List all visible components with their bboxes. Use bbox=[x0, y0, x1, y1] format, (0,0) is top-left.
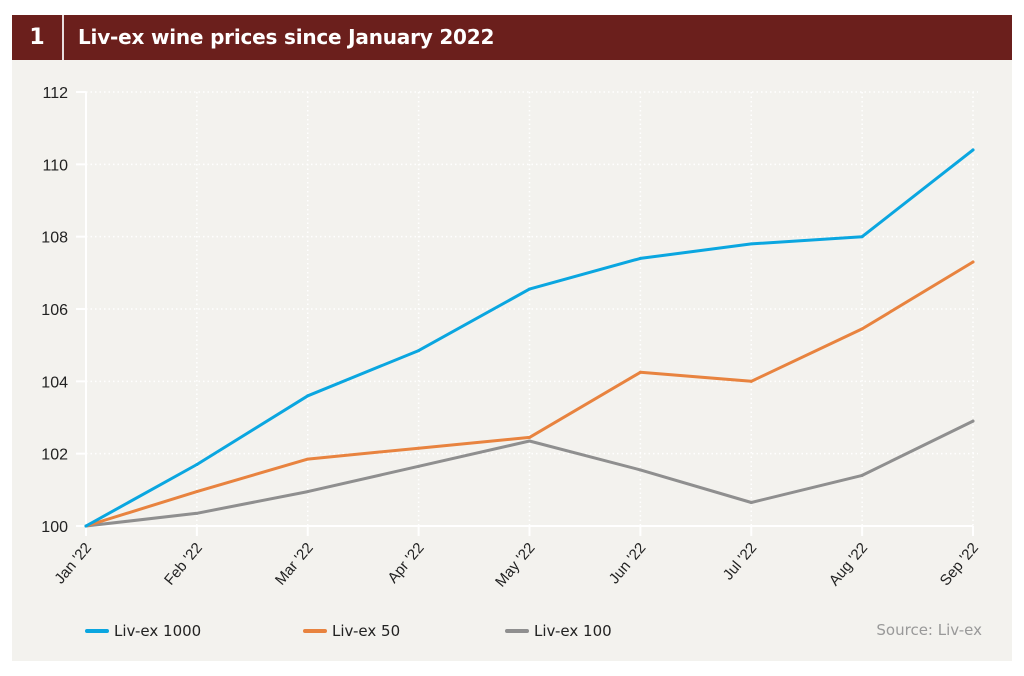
data-point-liv-ex-1000 bbox=[638, 256, 642, 260]
y-tick-label: 112 bbox=[42, 85, 68, 102]
y-tick-label: 102 bbox=[41, 447, 68, 464]
legend-label: Liv-ex 50 bbox=[332, 622, 401, 640]
y-tick-label: 108 bbox=[41, 230, 68, 247]
legend-label: Liv-ex 100 bbox=[534, 622, 612, 640]
x-tick-label: Jun '22 bbox=[606, 540, 650, 588]
legend-item-liv-ex-1000: Liv-ex 1000 bbox=[85, 621, 201, 641]
legend-swatch-liv-ex-100 bbox=[505, 629, 529, 633]
data-point-liv-ex-100 bbox=[195, 511, 199, 515]
header-divider bbox=[62, 15, 64, 60]
data-point-liv-ex-1000 bbox=[84, 524, 88, 528]
x-tick-label: Apr '22 bbox=[384, 540, 427, 587]
x-tick-label: Sep '22 bbox=[937, 540, 982, 590]
data-point-liv-ex-50 bbox=[417, 446, 421, 450]
data-point-liv-ex-50 bbox=[528, 435, 531, 439]
data-point-liv-ex-50 bbox=[638, 370, 642, 374]
data-point-liv-ex-100 bbox=[638, 468, 642, 472]
data-point-liv-ex-100 bbox=[306, 490, 310, 494]
data-point-liv-ex-50 bbox=[860, 327, 864, 331]
data-point-liv-ex-100 bbox=[860, 473, 864, 477]
legend-label: Liv-ex 1000 bbox=[114, 622, 202, 640]
data-point-liv-ex-100 bbox=[749, 500, 753, 504]
y-tick-label: 110 bbox=[42, 157, 68, 174]
legend-item-liv-ex-50: Liv-ex 50 bbox=[303, 621, 400, 641]
chart-panel bbox=[12, 60, 1012, 661]
data-point-liv-ex-1000 bbox=[195, 463, 199, 467]
data-point-liv-ex-50 bbox=[971, 260, 975, 264]
figure-number: 1 bbox=[29, 25, 45, 50]
x-tick-label: Jul '22 bbox=[720, 540, 761, 584]
chart-header: 1 Liv-ex wine prices since January 2022 bbox=[12, 15, 1012, 60]
x-tick-label: May '22 bbox=[492, 540, 538, 591]
x-tick-label: Jan '22 bbox=[51, 540, 95, 588]
legend-swatch-liv-ex-1000 bbox=[85, 629, 109, 633]
data-point-liv-ex-50 bbox=[749, 379, 753, 383]
data-point-liv-ex-100 bbox=[528, 439, 531, 443]
data-point-liv-ex-50 bbox=[306, 457, 310, 461]
y-tick-label: 106 bbox=[41, 302, 68, 319]
y-tick-label: 104 bbox=[41, 374, 68, 391]
x-tick-label: Aug '22 bbox=[826, 540, 871, 590]
data-point-liv-ex-1000 bbox=[306, 394, 310, 398]
legend-swatch-liv-ex-50 bbox=[303, 629, 327, 633]
x-tick-label: Mar '22 bbox=[272, 540, 317, 589]
data-point-liv-ex-1000 bbox=[971, 148, 975, 152]
x-tick-label: Feb '22 bbox=[161, 540, 206, 589]
data-point-liv-ex-50 bbox=[195, 490, 199, 494]
data-point-liv-ex-1000 bbox=[528, 287, 531, 291]
source-note: Source: Liv-ex bbox=[876, 621, 982, 639]
y-tick-label: 100 bbox=[41, 519, 68, 536]
data-point-liv-ex-100 bbox=[971, 419, 975, 423]
data-point-liv-ex-1000 bbox=[417, 349, 421, 353]
chart-title: Liv-ex wine prices since January 2022 bbox=[78, 25, 495, 49]
data-point-liv-ex-100 bbox=[417, 464, 421, 468]
legend-item-liv-ex-100: Liv-ex 100 bbox=[505, 621, 612, 641]
data-point-liv-ex-1000 bbox=[860, 235, 864, 239]
data-point-liv-ex-1000 bbox=[749, 242, 753, 246]
